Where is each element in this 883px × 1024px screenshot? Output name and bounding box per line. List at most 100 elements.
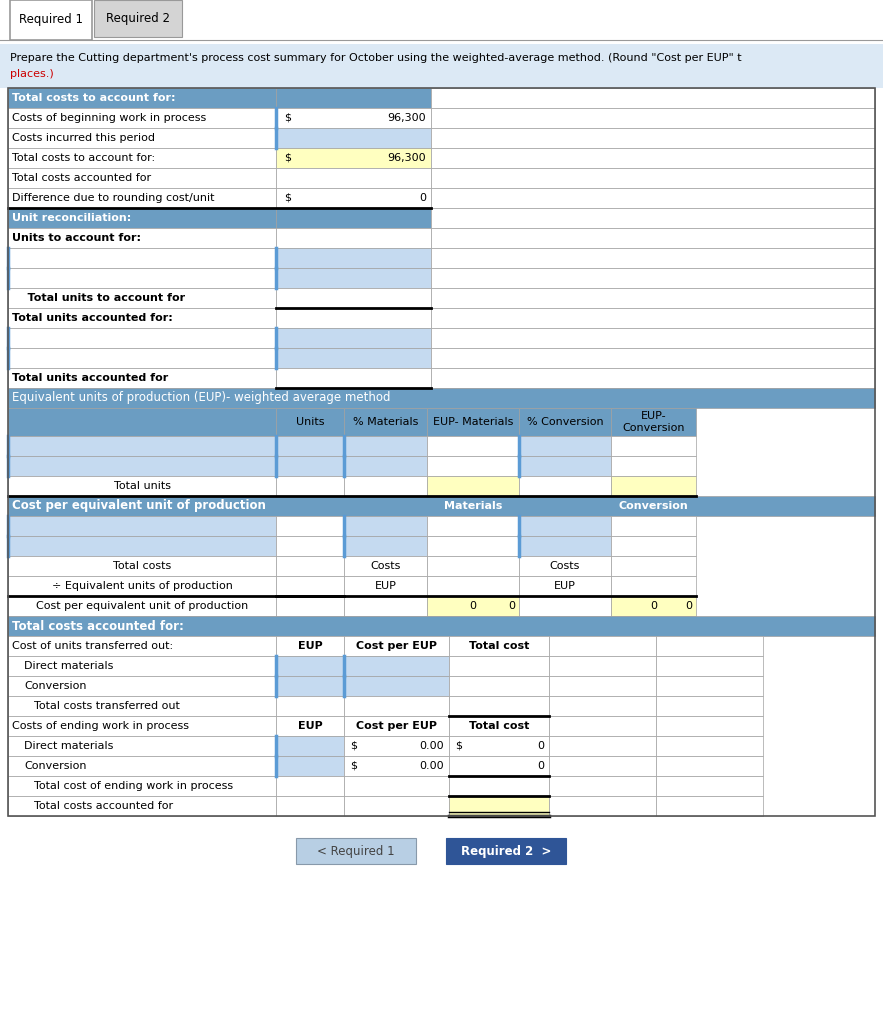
Bar [656,656,763,676]
Bar [276,308,431,328]
Bar [549,736,656,756]
Text: 0: 0 [650,601,657,611]
Text: Total units: Total units [114,481,170,490]
Bar [549,796,656,816]
Text: Cost per EUP: Cost per EUP [356,721,437,731]
Text: 96,300: 96,300 [388,153,426,163]
Bar [8,676,276,696]
Bar [611,436,696,456]
Bar [427,516,519,536]
Bar [8,575,276,596]
Bar [8,168,276,188]
Bar [611,575,696,596]
Bar [344,776,449,796]
Bar [656,676,763,696]
Text: Total costs accounted for: Total costs accounted for [12,173,151,183]
Bar [8,456,276,476]
Text: Total costs: Total costs [113,561,171,571]
Bar [344,596,427,616]
Bar [8,616,875,636]
Bar [611,556,696,575]
Text: Costs incurred this period: Costs incurred this period [12,133,155,143]
Bar [8,268,276,288]
Bar [276,776,344,796]
Text: Total costs accounted for: Total costs accounted for [34,801,173,811]
Bar [296,838,416,864]
Text: Conversion: Conversion [24,761,87,771]
Text: Cost per equivalent unit of production: Cost per equivalent unit of production [12,500,266,512]
Text: $: $ [350,761,357,771]
Bar [344,656,449,676]
Text: Unit reconciliation:: Unit reconciliation: [12,213,132,223]
Bar [431,108,875,128]
Bar [276,636,344,656]
Bar [276,796,344,816]
Bar [8,308,276,328]
Bar [8,368,276,388]
Bar [10,0,92,40]
Text: Total cost: Total cost [469,721,529,731]
Bar [8,556,276,575]
Text: Costs: Costs [550,561,580,571]
Bar [431,268,875,288]
Bar [344,736,449,756]
Text: EUP- Materials: EUP- Materials [433,417,513,427]
Bar [431,328,875,348]
Bar [431,168,875,188]
Text: Total costs transferred out: Total costs transferred out [34,701,180,711]
Bar [431,228,875,248]
Text: 0.00: 0.00 [419,761,444,771]
Bar [344,536,427,556]
Bar [276,676,344,696]
Bar [519,556,611,575]
Text: % Conversion: % Conversion [526,417,603,427]
Text: places.): places.) [10,69,54,79]
Bar [427,476,519,496]
Text: ÷ Equivalent units of production: ÷ Equivalent units of production [51,581,232,591]
Bar [344,636,449,656]
Text: $: $ [284,193,291,203]
Bar [519,575,611,596]
Text: Costs of beginning work in process: Costs of beginning work in process [12,113,207,123]
Bar [611,536,696,556]
Bar [519,596,611,616]
Bar [656,736,763,756]
Bar [549,696,656,716]
Bar [431,308,875,328]
Bar [8,536,276,556]
Text: $: $ [284,153,291,163]
Bar [8,88,875,816]
Bar [344,408,427,436]
Text: Cost per equivalent unit of production: Cost per equivalent unit of production [36,601,248,611]
Bar [8,736,276,756]
Text: Total costs to account for:: Total costs to account for: [12,93,176,103]
Bar [276,716,344,736]
Bar [8,148,276,168]
Bar [8,716,276,736]
Bar [344,436,427,456]
Bar [344,476,427,496]
Bar [449,636,549,656]
Bar [344,676,449,696]
Bar [427,436,519,456]
Text: Conversion: Conversion [24,681,87,691]
Text: 0: 0 [537,761,544,771]
Text: 96,300: 96,300 [388,113,426,123]
Bar [276,536,344,556]
Bar [431,188,875,208]
Text: $: $ [284,113,291,123]
Text: Required 2: Required 2 [106,12,170,25]
Text: % Materials: % Materials [353,417,419,427]
Bar [431,128,875,148]
Bar [276,756,344,776]
Text: $: $ [455,741,462,751]
Bar [427,575,519,596]
Text: < Required 1: < Required 1 [317,845,395,857]
Text: Total cost of ending work in process: Total cost of ending work in process [34,781,233,791]
Bar [549,776,656,796]
Text: Required 1: Required 1 [19,13,83,27]
Text: 0.00: 0.00 [419,741,444,751]
Bar [449,696,549,716]
Bar [344,575,427,596]
Bar [276,408,344,436]
